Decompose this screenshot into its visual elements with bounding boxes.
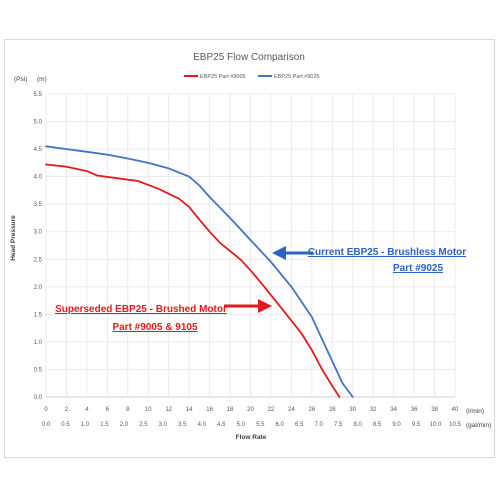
x-axis-title: Flow Rate <box>236 434 267 441</box>
x-tick-label-lpm: 10 <box>145 407 152 413</box>
x-tick-label-lpm: 40 <box>452 407 459 413</box>
annotations: Current EBP25 - Brushless Motor Part #90… <box>55 246 466 333</box>
x-tick-label-gpm: 0.0 <box>42 422 51 428</box>
x-tick-label-gpm: 0.5 <box>61 422 70 428</box>
y-tick-label: 5.5 <box>34 92 43 98</box>
x-tick-label-gpm: 9.0 <box>392 422 401 428</box>
x-tick-label-lpm: 6 <box>106 407 110 413</box>
y-tick-label: 1.5 <box>34 312 43 318</box>
x-tick-label-lpm: 2 <box>65 407 69 413</box>
x-tick-label-lpm: 8 <box>126 407 130 413</box>
x-tick-label-lpm: 18 <box>227 407 234 413</box>
y-tick-label: 3.5 <box>34 202 43 208</box>
x-tick-label-gpm: 3.5 <box>178 422 187 428</box>
x-tick-label-lpm: 34 <box>390 407 397 413</box>
x-tick-label-lpm: 20 <box>247 407 254 413</box>
x-tick-label-lpm: 12 <box>165 407 172 413</box>
x-tick-label-gpm: 2.0 <box>120 422 129 428</box>
x-tick-labels-gpm: 0.0 0.5 1.0 1.5 2.0 2.5 3.0 3.5 4.0 4.5 5.0 5.5 6.0 6… <box>42 422 462 428</box>
y-tick-label: 0.0 <box>34 395 43 401</box>
gridlines <box>45 93 456 398</box>
x-tick-labels-lpm: 0 2 4 6 8 10 12 14 16 18 20 22 24 26 28 30 32 34 36 38 40 <box>44 407 459 413</box>
y-tick-labels: 0.0 0.5 1.0 1.5 2.0 2.5 3.0 3.5 4.0 4.5 5.0 5.5 <box>34 92 43 401</box>
y-tick-label: 2.0 <box>34 285 43 291</box>
x-tick-label-gpm: 7.0 <box>314 422 323 428</box>
y-tick-label: 0.5 <box>34 367 43 373</box>
x-tick-label-gpm: 4.5 <box>217 422 226 428</box>
chart-frame <box>4 39 495 458</box>
series-line-1 <box>45 145 354 398</box>
x-tick-label-gpm: 8.5 <box>373 422 382 428</box>
x-tick-label-gpm: 6.5 <box>295 422 304 428</box>
x-tick-label-gpm: 3.0 <box>159 422 168 428</box>
x-tick-label-lpm: 26 <box>309 407 316 413</box>
y-tick-label: 4.5 <box>34 147 43 153</box>
legend-label-series-0: EBP25 Part #9005 <box>200 74 246 80</box>
annotation-brushed-part: Part #9005 & 9105 <box>112 322 198 333</box>
arrow-brushed-head <box>258 299 272 313</box>
x-tick-label-lpm: 32 <box>370 407 377 413</box>
x-tick-label-gpm: 9.5 <box>412 422 421 428</box>
annotation-brushless-part: Part #9025 <box>393 263 443 274</box>
x-tick-label-lpm: 30 <box>349 407 356 413</box>
x-tick-label-lpm: 0 <box>44 407 48 413</box>
x-tick-label-lpm: 28 <box>329 407 336 413</box>
x-tick-label-gpm: 10.5 <box>449 422 461 428</box>
x-tick-label-gpm: 10.0 <box>430 422 442 428</box>
x-tick-label-gpm: 7.5 <box>334 422 343 428</box>
x-tick-label-gpm: 1.0 <box>81 422 90 428</box>
x-tick-label-gpm: 5.5 <box>256 422 265 428</box>
x-tick-label-lpm: 36 <box>411 407 418 413</box>
annotation-brushless-title: Current EBP25 - Brushless Motor <box>308 247 466 258</box>
arrow-brushless-head <box>272 246 286 260</box>
arrow-brushless <box>272 246 313 260</box>
y-axis-title: Head Pressure <box>10 215 17 261</box>
x-tick-label-gpm: 2.5 <box>139 422 148 428</box>
legend: EBP25 Part #9005 EBP25 Part #9025 <box>184 74 320 80</box>
series-line-0 <box>45 163 341 398</box>
x-tick-label-lpm: 4 <box>85 407 89 413</box>
annotation-brushed-title: Superseded EBP25 - Brushed Motor <box>55 304 227 315</box>
x-tick-label-gpm: 8.0 <box>353 422 362 428</box>
y-tick-label: 2.5 <box>34 257 43 263</box>
y-tick-label: 3.0 <box>34 230 43 236</box>
chart-title: EBP25 Flow Comparison <box>193 52 305 63</box>
x-tick-label-lpm: 38 <box>431 407 438 413</box>
y-unit-psi: (Psi) <box>14 76 27 83</box>
x-tick-label-lpm: 24 <box>288 407 295 413</box>
x-tick-label-lpm: 16 <box>206 407 213 413</box>
y-unit-m: (m) <box>37 76 47 83</box>
y-tick-label: 4.0 <box>34 175 43 181</box>
x-tick-label-lpm: 14 <box>186 407 193 413</box>
arrow-brushed <box>224 299 272 313</box>
y-tick-label: 5.0 <box>34 120 43 126</box>
x-unit-gpm: (gal/min) <box>466 422 491 429</box>
legend-label-series-1: EBP25 Part #9025 <box>274 74 320 80</box>
x-tick-label-gpm: 5.0 <box>237 422 246 428</box>
x-tick-label-gpm: 4.0 <box>198 422 207 428</box>
x-tick-label-gpm: 6.0 <box>276 422 285 428</box>
y-tick-label: 1.0 <box>34 340 43 346</box>
data-series <box>45 145 354 398</box>
x-tick-label-gpm: 1.5 <box>100 422 109 428</box>
x-unit-lpm: (l/min) <box>466 408 484 415</box>
x-tick-label-lpm: 22 <box>268 407 275 413</box>
